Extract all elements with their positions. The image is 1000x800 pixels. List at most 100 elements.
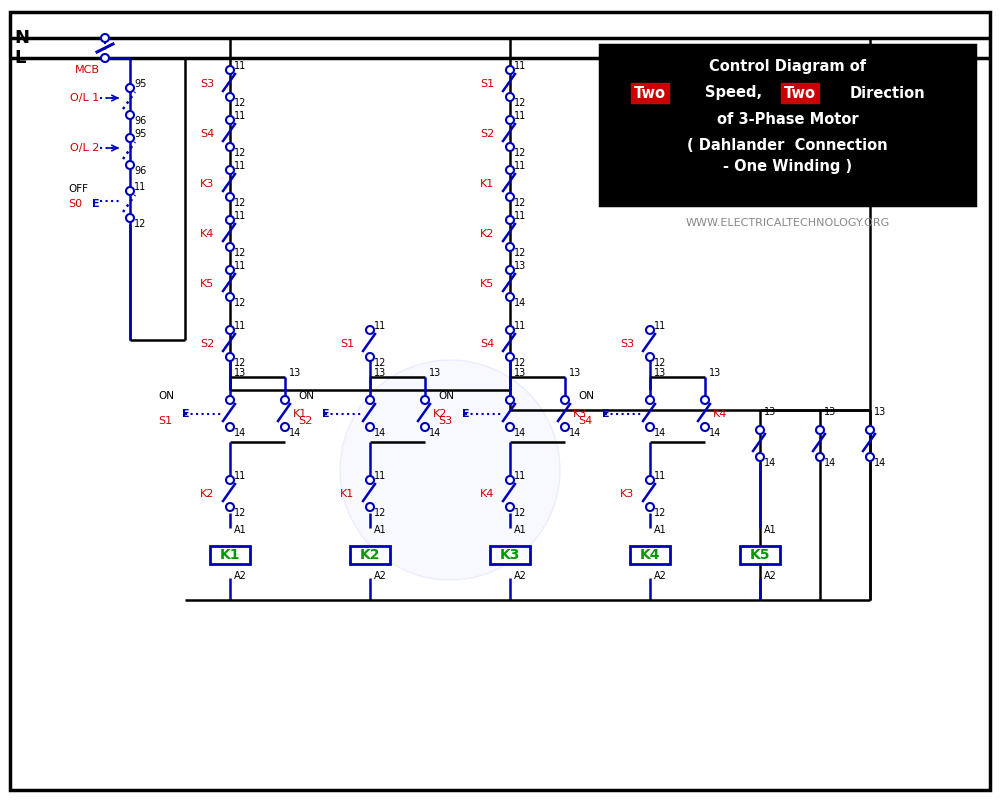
Text: 14: 14 xyxy=(569,428,581,438)
Text: 12: 12 xyxy=(234,298,246,308)
Circle shape xyxy=(226,326,234,334)
Text: 13: 13 xyxy=(824,407,836,417)
Text: S1: S1 xyxy=(340,339,354,349)
Text: 12: 12 xyxy=(514,148,526,158)
Text: ( Dahlander  Connection: ( Dahlander Connection xyxy=(687,138,888,153)
Circle shape xyxy=(126,111,134,119)
Text: E: E xyxy=(602,409,610,419)
Text: 12: 12 xyxy=(514,248,526,258)
Text: 11: 11 xyxy=(234,211,246,221)
Text: S4: S4 xyxy=(200,129,214,139)
Circle shape xyxy=(506,216,514,224)
Circle shape xyxy=(646,326,654,334)
Text: 11: 11 xyxy=(514,321,526,331)
Text: A2: A2 xyxy=(514,571,527,581)
Circle shape xyxy=(226,293,234,301)
Circle shape xyxy=(816,453,824,461)
Text: A2: A2 xyxy=(234,571,247,581)
Text: 12: 12 xyxy=(374,508,386,518)
Text: 96: 96 xyxy=(134,166,146,176)
Circle shape xyxy=(646,396,654,404)
Text: A1: A1 xyxy=(374,525,387,535)
Circle shape xyxy=(366,476,374,484)
Text: K2: K2 xyxy=(360,548,380,562)
FancyBboxPatch shape xyxy=(490,546,530,564)
Text: L: L xyxy=(14,49,25,67)
Text: ON: ON xyxy=(578,391,594,401)
Text: K4: K4 xyxy=(480,489,494,499)
Text: - One Winding ): - One Winding ) xyxy=(723,159,852,174)
Text: 11: 11 xyxy=(134,182,146,192)
Text: 11: 11 xyxy=(234,161,246,171)
Circle shape xyxy=(756,453,764,461)
Circle shape xyxy=(226,116,234,124)
Text: Two: Two xyxy=(634,86,666,101)
Text: 13: 13 xyxy=(374,368,386,378)
Circle shape xyxy=(226,503,234,511)
Text: K3: K3 xyxy=(500,548,520,562)
Text: 12: 12 xyxy=(654,508,666,518)
Text: 11: 11 xyxy=(234,111,246,121)
Text: S1: S1 xyxy=(480,79,494,89)
Text: OFF: OFF xyxy=(68,184,88,194)
Text: 13: 13 xyxy=(429,368,441,378)
Text: 12: 12 xyxy=(514,508,526,518)
Text: K5: K5 xyxy=(750,548,770,562)
Text: 12: 12 xyxy=(654,358,666,368)
Circle shape xyxy=(866,426,874,434)
Circle shape xyxy=(126,134,134,142)
Text: of 3-Phase Motor: of 3-Phase Motor xyxy=(717,113,858,127)
Text: K1: K1 xyxy=(340,489,354,499)
Text: 13: 13 xyxy=(569,368,581,378)
Text: 14: 14 xyxy=(654,428,666,438)
Circle shape xyxy=(506,503,514,511)
Text: 11: 11 xyxy=(234,61,246,71)
Circle shape xyxy=(226,143,234,151)
Circle shape xyxy=(226,193,234,201)
Circle shape xyxy=(226,93,234,101)
Text: S4: S4 xyxy=(578,416,592,426)
Text: 12: 12 xyxy=(514,198,526,208)
Text: K4: K4 xyxy=(200,229,214,239)
Text: K3: K3 xyxy=(573,409,587,419)
Text: 12: 12 xyxy=(234,148,246,158)
Text: K3: K3 xyxy=(200,179,214,189)
Text: 12: 12 xyxy=(134,219,146,229)
Text: 95: 95 xyxy=(134,79,146,89)
Circle shape xyxy=(281,423,289,431)
Circle shape xyxy=(366,396,374,404)
Circle shape xyxy=(226,166,234,174)
Text: 12: 12 xyxy=(234,248,246,258)
Bar xyxy=(600,45,975,205)
Text: 13: 13 xyxy=(514,261,526,271)
Circle shape xyxy=(421,423,429,431)
Circle shape xyxy=(506,193,514,201)
Text: A1: A1 xyxy=(654,525,667,535)
Circle shape xyxy=(226,266,234,274)
Circle shape xyxy=(506,476,514,484)
Text: 11: 11 xyxy=(514,161,526,171)
Text: 13: 13 xyxy=(234,368,246,378)
Circle shape xyxy=(281,396,289,404)
Text: K2: K2 xyxy=(433,409,447,419)
Text: ON: ON xyxy=(298,391,314,401)
Text: 11: 11 xyxy=(654,321,666,331)
Circle shape xyxy=(226,423,234,431)
Circle shape xyxy=(126,84,134,92)
Text: K5: K5 xyxy=(480,279,494,289)
Text: K4: K4 xyxy=(640,548,660,562)
Text: 14: 14 xyxy=(874,458,886,468)
Circle shape xyxy=(506,116,514,124)
Text: 11: 11 xyxy=(654,471,666,481)
Circle shape xyxy=(226,353,234,361)
Text: 11: 11 xyxy=(234,471,246,481)
Text: 14: 14 xyxy=(514,298,526,308)
Text: S2: S2 xyxy=(200,339,214,349)
Text: 11: 11 xyxy=(514,61,526,71)
Text: 14: 14 xyxy=(374,428,386,438)
Text: A1: A1 xyxy=(764,525,777,535)
Text: 11: 11 xyxy=(234,261,246,271)
Text: A2: A2 xyxy=(654,571,667,581)
Circle shape xyxy=(226,66,234,74)
Text: K5: K5 xyxy=(200,279,214,289)
